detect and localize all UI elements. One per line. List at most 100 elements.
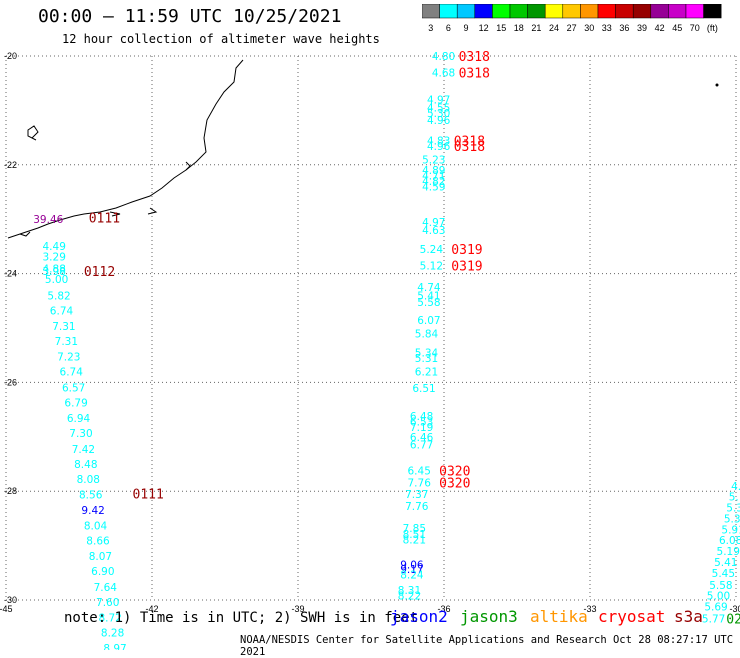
wave-height-label: 5.30 — [427, 108, 450, 120]
wave-height-label: 5.00 — [45, 274, 68, 286]
wave-height-label: 8.31 — [398, 585, 421, 597]
wave-height-label: 6.08 — [719, 535, 740, 547]
wave-height-label: 5.77 — [702, 613, 725, 625]
wave-height-label: 5.84 — [415, 328, 439, 340]
time-label: 0111 — [89, 212, 120, 227]
wave-height-label: 8.51 — [403, 529, 426, 541]
lon-tick-label: -45 — [0, 604, 13, 614]
wave-height-label: 4.96 — [427, 115, 451, 127]
wave-height-label: 6.48 — [410, 411, 433, 423]
time-label: 0112 — [84, 265, 115, 280]
lat-tick-label: -26 — [4, 377, 17, 387]
legend-label: 36 — [619, 23, 629, 33]
credit-line: NOAA/NESDIS Center for Satellite Applica… — [240, 634, 734, 658]
legend-swatch — [597, 4, 616, 19]
wave-height-label: 5.3 — [726, 503, 740, 515]
wave-height-label: 5.31 — [415, 353, 438, 365]
lon-tick-label: -33 — [583, 604, 596, 614]
satellite-jason2: jason2 — [390, 607, 448, 626]
wave-height-label: 6.46 — [410, 432, 434, 444]
wave-height-label: 6.77 — [410, 439, 433, 451]
wave-height-label: 5.36 — [724, 513, 740, 525]
wave-height-label: 4.83 — [427, 135, 450, 147]
satellite-cryosat: cryosat — [598, 607, 666, 626]
wave-height-label: 7.76 — [405, 501, 429, 513]
wave-height-label: 8.66 — [86, 536, 110, 548]
wave-height-label: 6.79 — [64, 398, 87, 410]
wave-height-label: 4.97 — [427, 95, 450, 107]
time-label: 0318 — [459, 66, 490, 81]
color-legend: 3 6 9 12 15 18 21 24 27 30 33 36 39 42 45 70 (ft) — [422, 4, 722, 33]
wave-height-label: 4.80 — [432, 51, 455, 63]
legend-label: 21 — [531, 23, 541, 33]
wave-height-label: 5.41 — [417, 290, 440, 302]
footnote: note: 1) Time is in UTC; 2) SWH is in fe… — [64, 610, 419, 626]
wave-height-label: 5. — [729, 492, 739, 504]
page-title: 00:00 – 11:59 UTC 10/25/2021 — [38, 6, 342, 27]
wave-height-label: 4.68 — [432, 67, 455, 79]
legend-swatch — [703, 4, 722, 19]
wave-height-label: 4.88 — [43, 264, 66, 276]
legend-label: 70 — [690, 23, 700, 33]
legend-label: 9 — [463, 23, 468, 33]
wave-height-label: 9.06 — [400, 560, 424, 572]
wave-height-label: 4.55 — [427, 103, 450, 115]
wave-height-label: 4.63 — [422, 225, 445, 237]
wave-height-marks: 39.464.493.294.883.985.005.826.747.317.3… — [33, 50, 740, 650]
legend-swatch — [580, 4, 599, 19]
legend-swatch — [562, 4, 581, 19]
wave-height-label: 4.71 — [422, 171, 445, 183]
wave-height-label: 8.97 — [103, 643, 126, 650]
time-label: 0318 — [459, 50, 490, 65]
legend-label: 45 — [672, 23, 682, 33]
legend-swatch — [685, 4, 704, 19]
legend-swatch — [668, 4, 687, 19]
wave-height-label: 9.17 — [400, 564, 423, 576]
wave-height-label: 7.85 — [403, 523, 426, 535]
wave-height-label: 7.76 — [408, 477, 432, 489]
satellite-altika: altika — [530, 607, 588, 626]
wave-height-label: 4.59 — [422, 182, 445, 194]
legend-swatch — [632, 4, 652, 19]
wave-height-label: 8.21 — [403, 535, 426, 547]
wave-height-label: 6.45 — [408, 466, 431, 478]
wave-height-label: 5.34 — [415, 347, 439, 359]
legend-label: 42 — [655, 23, 665, 33]
legend-unit: (ft) — [707, 23, 718, 33]
wave-height-label: 7.31 — [52, 321, 75, 333]
satellite-jason3: jason3 — [460, 607, 518, 626]
time-label: 0320 — [439, 476, 470, 491]
wave-height-label: 4.97 — [422, 217, 445, 229]
wave-height-label: 5.23 — [422, 154, 445, 166]
coastline-brazil — [7, 59, 244, 239]
wave-height-label: 8.04 — [84, 520, 108, 532]
wave-height-label: 6.94 — [67, 413, 91, 425]
wave-height-label: 6.53 — [410, 417, 433, 429]
legend-label: 33 — [602, 23, 612, 33]
wave-height-label: 8.07 — [89, 551, 112, 563]
time-label: 0318 — [454, 134, 485, 149]
time-label: 0111 — [133, 487, 164, 502]
wave-height-label: 6.57 — [62, 382, 85, 394]
lat-lon-grid: -45 -42 -39 -36 -33 -30 -20 -22 -24 -26 -28 -30 — [0, 51, 740, 614]
wave-height-label: 4. — [731, 481, 740, 493]
wave-height-label: 4.89 — [422, 165, 445, 177]
time-label: 0318 — [454, 140, 485, 155]
legend-swatch — [422, 4, 440, 19]
wave-height-label: 5.58 — [709, 580, 732, 592]
lon-tick-label: -30 — [729, 604, 740, 614]
legend-swatch — [650, 4, 669, 19]
wave-height-label: 4.96 — [427, 141, 451, 153]
legend-swatch — [439, 4, 458, 19]
satellite-s3a: s3a — [674, 607, 703, 626]
page-subtitle: 12 hour collection of altimeter wave hei… — [62, 32, 380, 46]
lat-tick-label: -28 — [4, 486, 17, 496]
wave-height-label: 5.91 — [721, 524, 740, 536]
legend-swatch — [456, 4, 476, 19]
legend-label: 27 — [567, 23, 577, 33]
lon-tick-label: -39 — [291, 604, 304, 614]
legend-label: 18 — [514, 23, 524, 33]
wave-height-label: 7.23 — [57, 351, 80, 363]
legend-swatch — [492, 4, 511, 19]
